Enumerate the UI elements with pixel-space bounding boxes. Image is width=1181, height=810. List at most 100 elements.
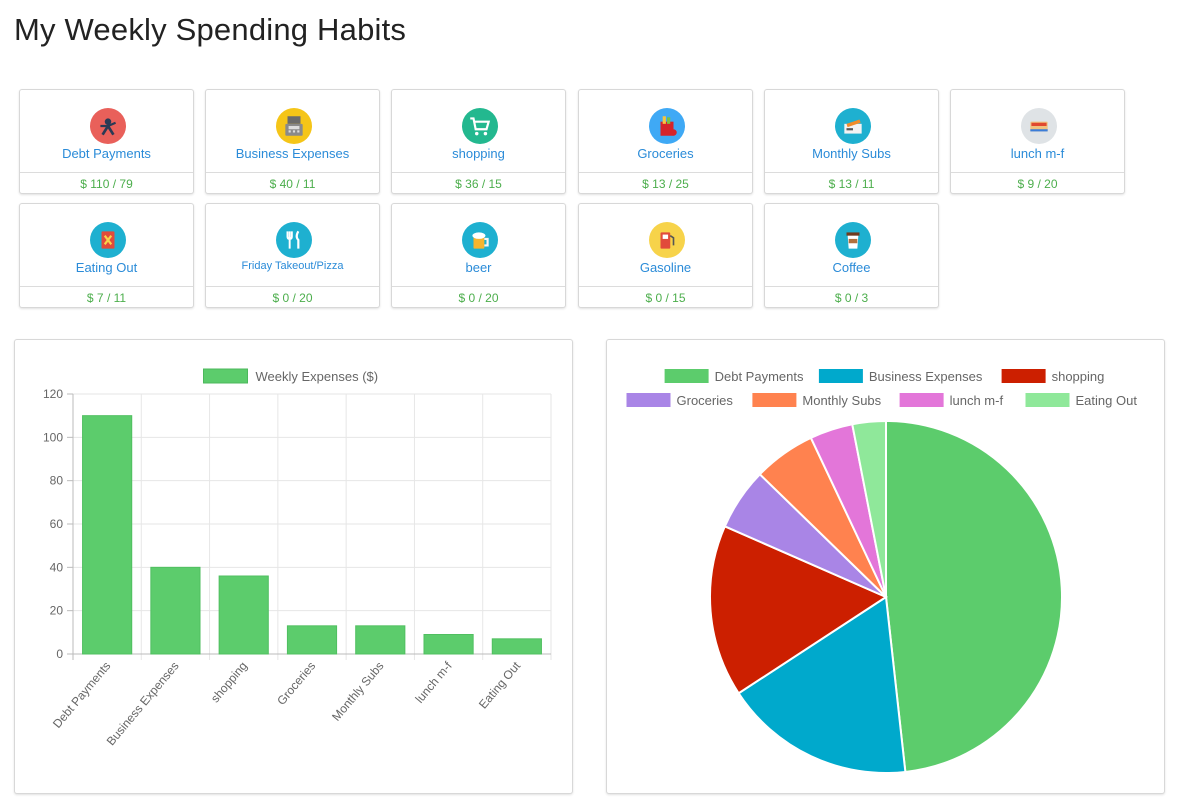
pie-legend-item[interactable]: Eating Out (1025, 393, 1138, 408)
coffee-cup-icon (835, 222, 871, 258)
bar[interactable] (82, 415, 133, 655)
bar[interactable] (423, 634, 474, 655)
pie-chart-panel: Debt Payments Business Expenses shopping Gr… (606, 339, 1165, 794)
lunch-icon (1021, 108, 1057, 144)
category-amount: $ 13 / 25 (642, 177, 689, 191)
page-title: My Weekly Spending Habits (14, 12, 407, 47)
category-card[interactable]: Eating Out $ 7 / 11 (19, 203, 194, 308)
legend-swatch (899, 393, 944, 407)
bar[interactable] (218, 575, 269, 655)
pie-slice[interactable] (709, 524, 889, 695)
card-divider (20, 286, 193, 287)
category-amount: $ 9 / 20 (1017, 177, 1058, 191)
category-name[interactable]: Coffee (832, 260, 871, 275)
legend-label: Groceries (677, 393, 734, 408)
card-divider (392, 172, 565, 173)
legend-label: Business Expenses (869, 369, 983, 384)
x-tick-label: Debt Payments (50, 659, 113, 731)
category-name[interactable]: Gasoline (639, 260, 692, 275)
category-card[interactable]: Gasoline $ 0 / 15 (578, 203, 753, 308)
category-card[interactable]: Coffee $ 0 / 3 (764, 203, 939, 308)
x-tick-label: Monthly Subs (329, 659, 386, 724)
y-tick-label: 0 (56, 647, 63, 661)
category-card[interactable]: Business Expenses $ 40 / 11 (205, 89, 380, 194)
pie-slice[interactable] (851, 419, 887, 598)
category-name[interactable]: Business Expenses (235, 146, 350, 161)
legend-swatch (626, 393, 671, 407)
category-card[interactable]: Friday Takeout/Pizza $ 0 / 20 (205, 203, 380, 308)
y-tick-label: 60 (50, 517, 64, 531)
card-divider (206, 172, 379, 173)
category-amount: $ 0 / 20 (272, 291, 313, 305)
x-tick-label: shopping (208, 659, 250, 705)
card-divider (765, 286, 938, 287)
y-tick-label: 120 (43, 387, 63, 401)
pie-legend-item[interactable]: Monthly Subs (752, 393, 882, 408)
legend-swatch (203, 368, 248, 384)
legend-swatch (752, 393, 797, 407)
category-amount: $ 0 / 20 (458, 291, 499, 305)
category-name[interactable]: Debt Payments (62, 146, 151, 161)
bar[interactable] (150, 566, 201, 655)
category-amount: $ 110 / 79 (80, 177, 133, 191)
card-divider (579, 286, 752, 287)
pie-legend-item[interactable]: Business Expenses (818, 369, 983, 384)
category-amount: $ 0 / 3 (834, 291, 869, 305)
x-tick-label: Eating Out (476, 658, 524, 711)
legend-swatch (664, 369, 709, 383)
y-tick-label: 80 (50, 474, 64, 488)
debt-icon (90, 108, 126, 144)
category-name[interactable]: Monthly Subs (812, 146, 891, 161)
pie-slice[interactable] (885, 419, 1063, 774)
fork-knife-icon (276, 222, 312, 258)
category-card[interactable]: Debt Payments $ 110 / 79 (19, 89, 194, 194)
category-card[interactable]: shopping $ 36 / 15 (391, 89, 566, 194)
card-divider (206, 286, 379, 287)
category-card[interactable]: lunch m-f $ 9 / 20 (950, 89, 1125, 194)
grocery-bag-icon (649, 108, 685, 144)
pie-legend-item[interactable]: Groceries (626, 393, 734, 408)
card-divider (579, 172, 752, 173)
bar[interactable] (491, 638, 542, 655)
cash-register-icon (276, 108, 312, 144)
pie-legend-item[interactable]: lunch m-f (899, 393, 1004, 408)
category-name[interactable]: Groceries (637, 146, 694, 161)
pie-slice[interactable] (737, 595, 907, 774)
gas-pump-icon (649, 222, 685, 258)
card-divider (951, 172, 1124, 173)
category-name[interactable]: Friday Takeout/Pizza (241, 260, 344, 272)
y-tick-label: 100 (43, 430, 63, 444)
category-name[interactable]: beer (465, 260, 492, 275)
bar[interactable] (286, 625, 338, 655)
bar-legend[interactable]: Weekly Expenses ($) (203, 368, 379, 384)
legend-label: Debt Payments (715, 369, 804, 384)
pie-legend-item[interactable]: shopping (1001, 369, 1105, 384)
category-card[interactable]: Monthly Subs $ 13 / 11 (764, 89, 939, 194)
category-amount: $ 40 / 11 (269, 177, 316, 191)
legend-swatch (1001, 369, 1046, 383)
category-amount: $ 13 / 11 (828, 177, 875, 191)
legend-swatch (818, 369, 863, 383)
category-amount: $ 7 / 11 (86, 291, 127, 305)
x-tick-label: Groceries (274, 659, 318, 708)
legend-swatch (1025, 393, 1070, 407)
pie-chart: Debt Payments Business Expenses shopping Gr… (626, 369, 1138, 774)
bar-chart-panel: Weekly Expenses ($) 0 20 40 60 80 100 120 Debt P… (14, 339, 573, 794)
bar[interactable] (355, 625, 406, 655)
category-name[interactable]: lunch m-f (1010, 146, 1065, 161)
x-tick-label: lunch m-f (412, 658, 455, 705)
card-divider (392, 286, 565, 287)
bar-chart: Weekly Expenses ($) 0 20 40 60 80 100 120 Debt P… (43, 368, 552, 748)
legend-label: lunch m-f (950, 393, 1004, 408)
legend-label: Weekly Expenses ($) (256, 369, 379, 384)
category-card[interactable]: beer $ 0 / 20 (391, 203, 566, 308)
category-amount: $ 0 / 15 (645, 291, 686, 305)
pie-legend-item[interactable]: Debt Payments (664, 369, 804, 384)
category-name[interactable]: shopping (452, 146, 505, 161)
category-name[interactable]: Eating Out (75, 260, 138, 275)
menu-book-icon (90, 222, 126, 258)
y-tick-label: 40 (50, 560, 64, 574)
category-card[interactable]: Groceries $ 13 / 25 (578, 89, 753, 194)
legend-label: Monthly Subs (802, 393, 881, 408)
x-tick-label: Business Expenses (104, 659, 182, 748)
